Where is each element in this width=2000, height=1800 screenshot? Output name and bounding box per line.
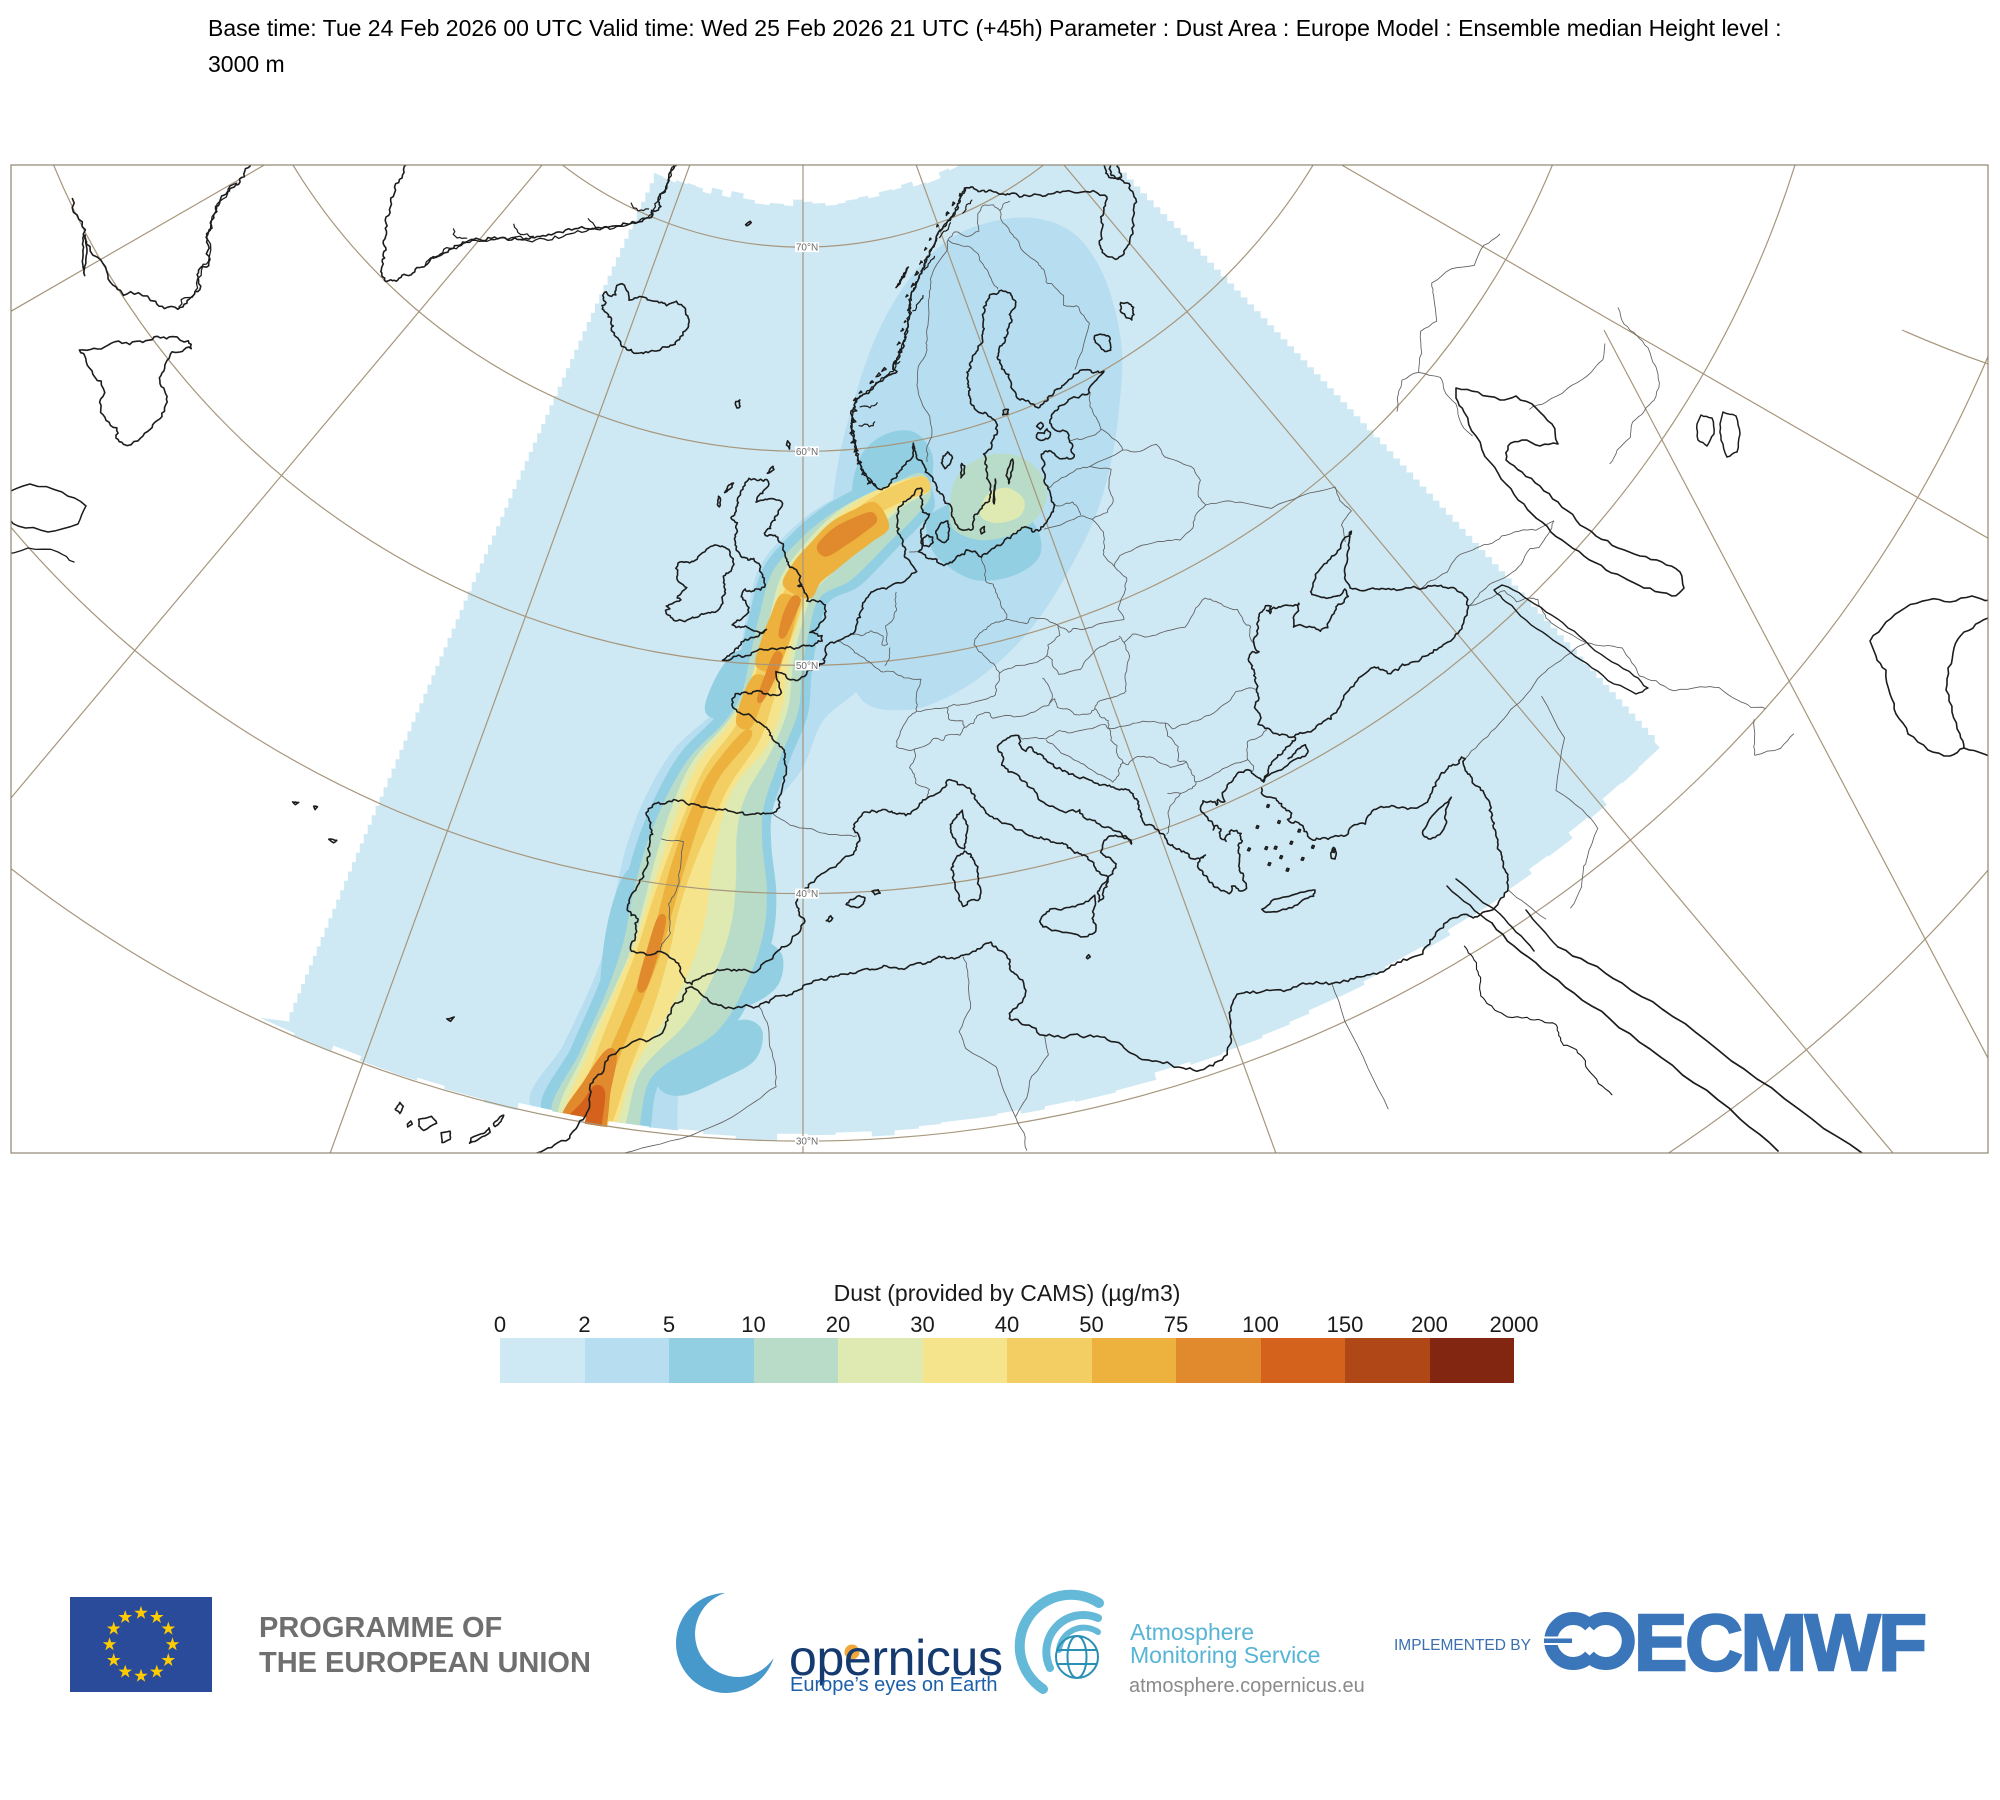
svg-text:70°N: 70°N <box>796 243 818 254</box>
svg-text:40°N: 40°N <box>796 889 818 900</box>
svg-text:IMPLEMENTED BY: IMPLEMENTED BY <box>1394 1637 1531 1654</box>
svg-text:Atmosphere: Atmosphere <box>1130 1619 1254 1645</box>
svg-text:30°N: 30°N <box>796 1137 818 1148</box>
svg-text:opernicus: opernicus <box>789 1630 1003 1686</box>
svg-text:Europe’s eyes on Earth: Europe’s eyes on Earth <box>790 1674 998 1696</box>
svg-text:ECMWF: ECMWF <box>1634 1598 1927 1687</box>
svg-text:60°N: 60°N <box>796 447 818 458</box>
svg-text:50°N: 50°N <box>796 661 818 672</box>
svg-text:PROGRAMME OF: PROGRAMME OF <box>259 1612 502 1644</box>
svg-text:THE EUROPEAN UNION: THE EUROPEAN UNION <box>259 1647 591 1679</box>
svg-text:Monitoring Service: Monitoring Service <box>1130 1642 1320 1668</box>
svg-text:atmosphere.copernicus.eu: atmosphere.copernicus.eu <box>1129 1675 1365 1697</box>
